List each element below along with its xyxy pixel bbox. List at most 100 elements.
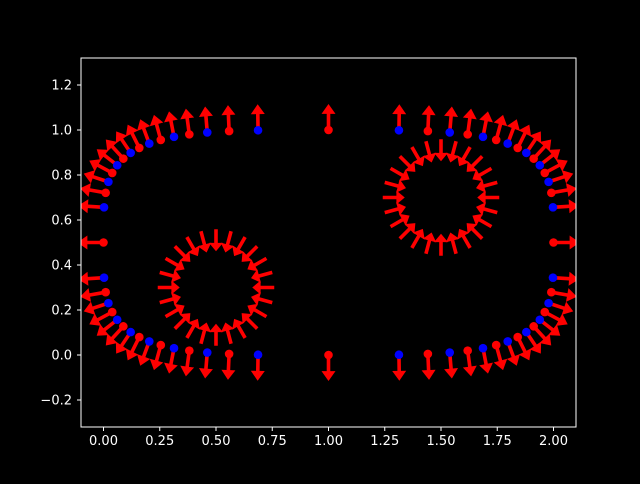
normal-arrow [445, 232, 460, 255]
normal-arrow [524, 131, 542, 154]
boundary-node [224, 349, 234, 359]
normal-arrow [506, 119, 520, 145]
boundary-node [513, 143, 523, 153]
normal-arrow [493, 114, 508, 141]
normal-arrow [149, 344, 164, 371]
normal-arrow [81, 235, 104, 250]
normal-arrow [384, 202, 406, 216]
y-tick-label: 0.4 [51, 259, 72, 274]
normal-arrow [220, 230, 235, 253]
normal-arrow [197, 230, 212, 253]
normal-arrow [516, 124, 532, 149]
y-axis: −0.2 0.0 0.2 0.4 0.6 0.8 1.0 1.2 [40, 79, 81, 409]
boundary-node [463, 346, 472, 355]
normal-arrow [551, 183, 576, 197]
boundary-node [503, 139, 513, 148]
normal-arrow [389, 166, 410, 182]
x-tick-label: 2.00 [539, 434, 568, 449]
arrows-layer [81, 104, 576, 381]
normal-arrow [457, 146, 472, 167]
normal-arrow [221, 353, 236, 380]
boundary-node [529, 322, 538, 331]
normal-arrow [241, 245, 259, 262]
normal-arrow [220, 322, 235, 345]
normal-arrow [164, 256, 185, 272]
boundary-node [99, 273, 109, 283]
normal-arrow [462, 108, 477, 135]
boundary-node [126, 148, 135, 158]
normal-arrow [321, 355, 336, 381]
normal-arrow [321, 104, 336, 130]
normal-arrow [232, 318, 247, 339]
normal-arrow [398, 223, 416, 240]
normal-arrow [81, 199, 105, 214]
boundary-node [423, 349, 433, 359]
normal-arrow [250, 104, 265, 131]
y-tick-label: 1.2 [51, 79, 72, 94]
x-tick-label: 1.50 [427, 434, 456, 449]
normal-arrow [434, 139, 448, 162]
boundary-node [253, 350, 263, 360]
boundary-node [544, 177, 553, 187]
normal-arrow [479, 347, 493, 374]
boundary-node [104, 298, 113, 308]
normal-arrow [81, 271, 105, 286]
boundary-node [202, 348, 212, 357]
normal-arrow [198, 106, 213, 133]
y-tick-label: 0.6 [51, 214, 72, 229]
boundary-node [224, 126, 234, 136]
normal-arrow [96, 149, 119, 167]
normal-arrow [185, 318, 200, 339]
boundary-node [547, 287, 556, 297]
normal-arrow [538, 149, 561, 167]
normal-arrow [444, 352, 459, 379]
x-tick-label: 0.00 [89, 434, 118, 449]
x-tick-label: 1.75 [483, 434, 512, 449]
normal-arrow [159, 292, 181, 306]
normal-arrow [221, 105, 236, 132]
normal-arrow [532, 325, 552, 346]
normal-arrow [444, 106, 459, 133]
boundary-node [478, 343, 488, 353]
normal-arrow [392, 354, 407, 381]
normal-arrow [209, 229, 223, 252]
normal-arrow [548, 170, 574, 184]
boundary-node [423, 126, 433, 136]
boundary-node [156, 340, 166, 350]
normal-arrow [493, 344, 508, 371]
y-tick-label: 0.8 [51, 169, 72, 184]
normal-arrow [96, 318, 119, 336]
normal-arrow [476, 202, 498, 216]
normal-arrow [466, 223, 484, 240]
boundary-node [202, 128, 212, 137]
normal-arrow [81, 288, 106, 302]
boundary-node [445, 348, 455, 357]
boundary-node [156, 135, 166, 145]
normal-arrow [89, 159, 114, 175]
normal-arrow [479, 111, 493, 138]
boundary-node [134, 143, 144, 153]
boundary-node [324, 125, 333, 135]
boundary-node [119, 154, 128, 163]
normal-arrow [180, 350, 195, 377]
normal-arrow [548, 301, 574, 315]
boundary-node [394, 125, 404, 135]
normal-arrow [159, 269, 181, 283]
normal-arrow [445, 140, 460, 163]
boundary-node [491, 135, 501, 145]
boundary-node [463, 130, 472, 139]
normal-arrow [472, 213, 493, 229]
normal-arrow [83, 301, 109, 315]
normal-arrow [89, 310, 114, 326]
boundary-node [535, 315, 545, 325]
normal-arrow [241, 313, 259, 330]
normal-arrow [180, 108, 195, 135]
boundary-node [169, 343, 179, 353]
y-tick-label: 0.0 [51, 349, 72, 364]
normal-arrow [149, 114, 164, 141]
normal-arrow [477, 190, 500, 205]
boundary-node [549, 238, 558, 247]
normal-arrow [164, 347, 178, 374]
normal-arrow [125, 124, 141, 149]
